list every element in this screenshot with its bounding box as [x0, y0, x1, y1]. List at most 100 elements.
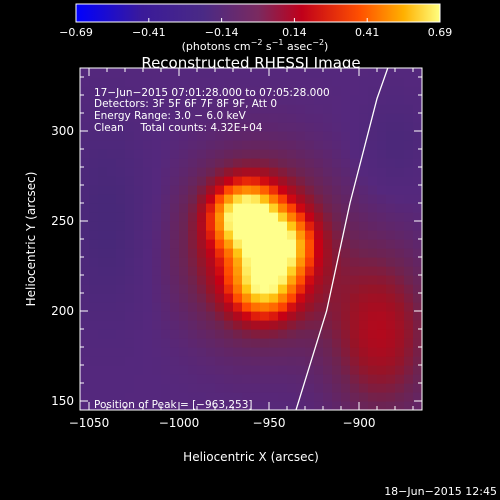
heatmap-cell [125, 293, 135, 303]
heatmap-cell [386, 248, 396, 258]
heatmap-cell [323, 239, 333, 249]
heatmap-cell [170, 293, 180, 303]
heatmap-cell [206, 86, 216, 96]
heatmap-cell [305, 86, 315, 96]
heatmap-cell [152, 77, 162, 87]
heatmap-cell [161, 329, 171, 339]
heatmap-cell [404, 221, 414, 231]
heatmap-cell [224, 329, 234, 339]
info-clean-counts: Clean Total counts: 4.32E+04 [94, 122, 263, 134]
heatmap-cell [80, 365, 90, 375]
heatmap-cell [170, 392, 180, 402]
heatmap-cell [143, 248, 153, 258]
heatmap-cell [251, 194, 261, 204]
peak-position-label: Position of Peak = [−963,253] [94, 399, 253, 411]
heatmap-cell [143, 302, 153, 312]
heatmap-cell [179, 113, 189, 123]
heatmap-cell [332, 374, 342, 384]
heatmap-cell [260, 95, 270, 105]
heatmap-cell [206, 284, 216, 294]
heatmap-cell [89, 194, 99, 204]
heatmap-cell [224, 122, 234, 132]
heatmap-cell [125, 320, 135, 330]
heatmap-cell [134, 383, 144, 393]
heatmap-cell [197, 320, 207, 330]
heatmap-cell [107, 167, 117, 177]
heatmap-cell [386, 122, 396, 132]
heatmap-cell [134, 401, 144, 410]
heatmap-cell [188, 338, 198, 348]
heatmap-cell [98, 257, 108, 267]
heatmap-cell [170, 347, 180, 357]
heatmap-cell [323, 230, 333, 240]
heatmap-cell [116, 320, 126, 330]
heatmap-cell [215, 374, 225, 384]
heatmap-cell [179, 356, 189, 366]
heatmap-cell [305, 374, 315, 384]
heatmap-cell [107, 68, 117, 78]
heatmap-cell [260, 185, 270, 195]
heatmap-cell [386, 392, 396, 402]
heatmap-cell [152, 239, 162, 249]
heatmap-cell [350, 104, 360, 114]
heatmap-cell [305, 212, 315, 222]
heatmap-cell [296, 221, 306, 231]
heatmap-cell [395, 122, 405, 132]
heatmap-cell [341, 383, 351, 393]
heatmap-cell [242, 113, 252, 123]
heatmap-cell [404, 239, 414, 249]
heatmap-cell [89, 113, 99, 123]
heatmap-cell [296, 212, 306, 222]
heatmap-cell [215, 248, 225, 258]
heatmap-cell [107, 95, 117, 105]
heatmap-cell [152, 95, 162, 105]
heatmap-cell [206, 230, 216, 240]
heatmap-cell [179, 131, 189, 141]
heatmap-cell [98, 185, 108, 195]
heatmap-cell [143, 293, 153, 303]
heatmap-cell [116, 338, 126, 348]
heatmap-cell [152, 104, 162, 114]
colorbar-ticks: −0.69 −0.41 −0.14 0.14 0.41 0.69 [59, 18, 452, 39]
heatmap-cell [107, 311, 117, 321]
heatmap-cell [98, 140, 108, 150]
heatmap-cell [143, 356, 153, 366]
heatmap-cell [116, 356, 126, 366]
heatmap-cell [404, 86, 414, 96]
heatmap-cell [170, 68, 180, 78]
heatmap-cell [287, 149, 297, 159]
heatmap-cell [188, 284, 198, 294]
heatmap-cell [206, 113, 216, 123]
heatmap-cell [386, 149, 396, 159]
heatmap-cell [170, 221, 180, 231]
heatmap-cell [233, 203, 243, 213]
heatmap-cell [206, 167, 216, 177]
heatmap-cell [89, 158, 99, 168]
heatmap-cell [89, 221, 99, 231]
heatmap-cell [233, 365, 243, 375]
heatmap-cell [323, 176, 333, 186]
heatmap-cell [170, 86, 180, 96]
heatmap-cell [179, 158, 189, 168]
heatmap-cell [107, 176, 117, 186]
heatmap-cell [107, 104, 117, 114]
heatmap-cell [314, 167, 324, 177]
heatmap-cell [269, 374, 279, 384]
heatmap-cell [251, 374, 261, 384]
heatmap-cell [161, 113, 171, 123]
heatmap-cell [152, 221, 162, 231]
heatmap-cell [368, 131, 378, 141]
heatmap-cell [188, 383, 198, 393]
heatmap-cell [98, 149, 108, 159]
heatmap-cell [251, 122, 261, 132]
heatmap-cell [188, 203, 198, 213]
heatmap-cell [287, 293, 297, 303]
heatmap-cell [134, 392, 144, 402]
heatmap-cell [170, 248, 180, 258]
heatmap-cell [269, 176, 279, 186]
heatmap-cell [377, 230, 387, 240]
heatmap-cell [89, 131, 99, 141]
heatmap-cell [215, 113, 225, 123]
heatmap-cell [359, 248, 369, 258]
heatmap-cell [377, 221, 387, 231]
